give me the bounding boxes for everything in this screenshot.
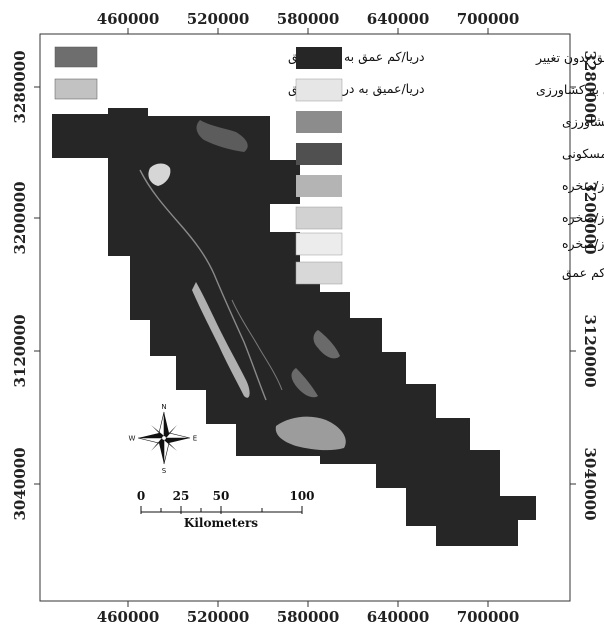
- legend-swatch: [296, 143, 342, 165]
- compass-s: S: [162, 467, 167, 475]
- legend-label: کشاورزی به اراضی باز/صخره: [562, 178, 604, 194]
- legend-swatch: [296, 47, 342, 69]
- legend-swatch: [54, 46, 98, 68]
- y-tick-right: 3200000: [581, 181, 599, 254]
- scale-unit: Kilometers: [184, 516, 258, 530]
- legend-swatch: [295, 232, 343, 256]
- y-tick-right: 3280000: [581, 50, 599, 123]
- y-tick-left: 3120000: [11, 314, 29, 387]
- change-patch-ag-3: [291, 368, 318, 398]
- compass-w: W: [129, 435, 136, 443]
- change-patch-ag: [196, 120, 248, 152]
- x-tick-top: 520000: [187, 10, 250, 28]
- x-tick-top: 580000: [277, 10, 340, 28]
- study-area: [52, 108, 536, 546]
- x-tick-bottom: 520000: [187, 608, 250, 626]
- change-patch-river-2: [231, 299, 283, 391]
- compass-n: N: [161, 403, 166, 411]
- legend-label: مسکونی به اراضی باز/صخره: [562, 210, 604, 226]
- change-patch-coastal-shallow: [275, 416, 346, 451]
- legend-label: اراضی باز/صخره به کشاورزی: [562, 114, 604, 130]
- y-tick-left: 3040000: [11, 447, 29, 520]
- legend-swatch: [295, 261, 343, 285]
- x-tick-top: 640000: [367, 10, 430, 28]
- legend-swatch: [54, 78, 98, 100]
- study-area-mosaic: [52, 108, 536, 546]
- legend-label: دریا/کم عمق به اراضی باز/صخره: [562, 236, 604, 252]
- x-tick-bottom: 460000: [97, 608, 160, 626]
- legend-swatch: [296, 111, 342, 133]
- scale-bar: 0 25 50 100 Kilometers: [137, 489, 315, 530]
- legend-swatch: [295, 78, 343, 102]
- x-tick-bottom: 640000: [367, 608, 430, 626]
- legend-label: مسکونی به کشاورزی: [536, 82, 604, 98]
- scale-tick-label: 50: [213, 489, 230, 503]
- x-axis-top: 460000 520000 580000 640000 700000: [97, 10, 520, 34]
- legend-label: مناطق بدون تغییر: [535, 50, 604, 66]
- compass-e: E: [193, 435, 197, 443]
- legend-label: اراضی باز/صخره به دریا/کم عمق: [562, 265, 604, 281]
- scale-tick-label: 100: [289, 489, 314, 503]
- x-tick-bottom: 580000: [277, 608, 340, 626]
- y-tick-left: 3200000: [11, 181, 29, 254]
- y-axis-right: 3280000 3200000 3120000 3040000: [570, 50, 599, 521]
- x-tick-top: 700000: [457, 10, 520, 28]
- north-arrow-icon: N S E W: [129, 403, 198, 475]
- x-tick-top: 460000: [97, 10, 160, 28]
- change-patch-open-to-shallow-sea: [192, 282, 250, 398]
- change-patch-river: [139, 169, 267, 401]
- x-tick-bottom: 700000: [457, 608, 520, 626]
- y-tick-right: 3040000: [581, 447, 599, 520]
- scale-tick-label: 0: [137, 489, 145, 503]
- y-tick-left: 3280000: [11, 50, 29, 123]
- y-tick-right: 3120000: [581, 314, 599, 387]
- scale-tick-label: 25: [173, 489, 190, 503]
- legend-right: مناطق بدون تغییر مسکونی به کشاورزی اراضی…: [295, 47, 604, 285]
- legend-swatch: [296, 175, 342, 197]
- y-axis-left: 3280000 3200000 3120000 3040000: [11, 50, 40, 521]
- change-patch-urban: [148, 163, 171, 186]
- legend-swatch: [295, 206, 343, 230]
- change-patch-ag-2: [313, 330, 340, 359]
- x-axis-bottom: 460000 520000 580000 640000 700000: [97, 601, 520, 626]
- legend-label: اراضی باز/صخره به مسکونی: [562, 146, 604, 162]
